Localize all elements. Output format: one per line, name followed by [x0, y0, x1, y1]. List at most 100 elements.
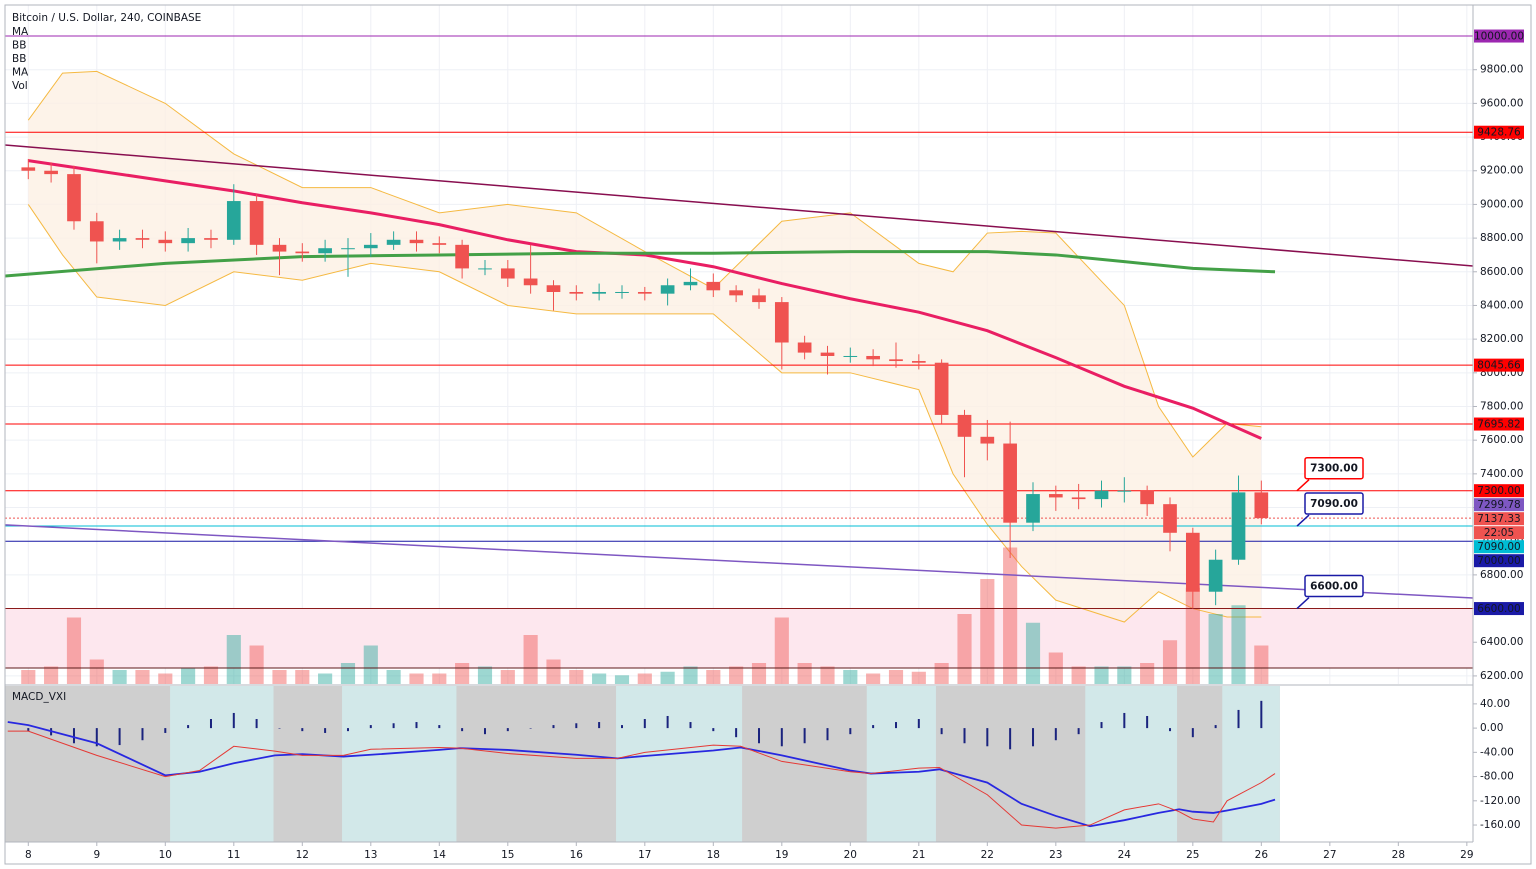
x-tick-label: 13 — [364, 849, 377, 861]
macd-plot — [5, 686, 1280, 842]
price-tag-label: 7090.00 — [1477, 541, 1520, 553]
x-tick-label: 29 — [1460, 849, 1473, 861]
macd-histogram-bar — [164, 728, 167, 733]
macd-histogram-bar — [872, 725, 875, 729]
macd-histogram-bar — [575, 723, 578, 729]
y-tick-label: 40.00 — [1480, 698, 1510, 710]
volume-bar — [980, 579, 995, 684]
candle-body — [67, 174, 81, 222]
volume-bar — [683, 666, 698, 684]
price-tag-label: 10000.00 — [1474, 31, 1524, 43]
candle-body — [89, 221, 104, 242]
macd-histogram-bar — [1260, 700, 1263, 729]
macd-histogram-bar — [1077, 728, 1080, 735]
macd-histogram-bar — [27, 728, 30, 732]
x-tick-label: 8 — [25, 849, 32, 861]
candle-body — [980, 436, 995, 444]
candle-body — [1071, 497, 1086, 500]
volume-bar — [637, 673, 652, 684]
x-tick-label: 28 — [1392, 849, 1405, 861]
y-tick-label: 7800.00 — [1480, 400, 1523, 412]
candle-body — [341, 248, 355, 250]
price-tag-label: 8045.66 — [1477, 360, 1521, 372]
volume-bar — [500, 670, 515, 684]
macd-region — [1085, 686, 1178, 842]
volume-bar — [934, 663, 949, 684]
countdown-tag — [1474, 526, 1524, 540]
candle-body — [911, 361, 926, 363]
macd-histogram-bar — [529, 728, 532, 729]
volume-bar — [866, 673, 881, 684]
y-tick-label: 9800.00 — [1480, 64, 1523, 76]
x-tick-label: 15 — [501, 849, 514, 861]
candle-body — [478, 268, 492, 270]
macd-histogram-bar — [643, 719, 646, 729]
volume-bar — [432, 673, 447, 684]
macd-histogram-bar — [940, 728, 943, 735]
volume-bar — [774, 617, 789, 684]
volume-bar — [1003, 547, 1018, 684]
x-tick-label: 24 — [1118, 849, 1132, 861]
candle-body — [866, 355, 880, 360]
x-tick-label: 27 — [1323, 849, 1336, 861]
y-tick-label: 7400.00 — [1480, 468, 1523, 480]
volume-bar — [546, 659, 561, 684]
price-tag-label: 9428.76 — [1477, 127, 1521, 139]
x-tick-label: 16 — [570, 849, 584, 861]
macd-histogram-bar — [895, 722, 898, 729]
candle-body — [318, 248, 332, 254]
x-tick-label: 17 — [638, 849, 651, 861]
x-tick-label: 23 — [1049, 849, 1062, 861]
volume-bar — [340, 663, 356, 684]
candle-body — [21, 167, 36, 171]
volume-bar — [706, 670, 721, 684]
volume-bar — [112, 670, 127, 684]
y-tick-label: 9000.00 — [1480, 198, 1523, 210]
macd-histogram-bar — [278, 728, 281, 729]
macd-histogram-bar — [506, 728, 509, 732]
price-tag — [1474, 498, 1524, 512]
candle-body — [1254, 492, 1269, 519]
macd-histogram-bar — [712, 728, 715, 732]
volume-bar — [1185, 587, 1200, 684]
macd-histogram-bar — [461, 728, 464, 732]
candle-body — [820, 352, 835, 356]
y-tick-label: 6200.00 — [1480, 670, 1523, 682]
volume-bar — [1231, 605, 1246, 684]
volume-bar — [660, 671, 675, 684]
volume-bar — [1071, 666, 1086, 684]
price-tag — [1474, 540, 1524, 554]
volume-bar — [957, 614, 972, 684]
candle-body — [1163, 504, 1177, 533]
macd-histogram-bar — [1214, 725, 1217, 729]
callout-box — [1304, 574, 1364, 598]
volume-bar — [181, 668, 196, 684]
trendline — [5, 144, 1473, 267]
volume-bar — [1162, 640, 1178, 684]
price-tag-label: 7300.00 — [1477, 485, 1520, 497]
callout-label: 7300.00 — [1310, 463, 1358, 475]
price-tag-label: 7000.00 — [1477, 555, 1520, 567]
y-tick-label: 9200.00 — [1480, 165, 1523, 177]
macd-histogram-bar — [917, 719, 920, 729]
candle-body — [135, 238, 150, 240]
y-tick-label: -120.00 — [1480, 795, 1521, 807]
x-tick-label: 22 — [981, 849, 994, 861]
volume-bar — [44, 666, 59, 684]
price-tag-label: 6600.00 — [1477, 603, 1520, 615]
volume-bar — [1025, 622, 1041, 684]
candle-body — [774, 302, 789, 343]
volume-bar — [843, 670, 858, 684]
candle-body — [729, 290, 743, 296]
candle-body — [1003, 443, 1017, 523]
x-tick-label: 26 — [1255, 849, 1269, 861]
macd-region — [866, 686, 936, 842]
x-tick-label: 12 — [296, 849, 309, 861]
indicator-label: MA — [12, 67, 29, 79]
volume-bar — [1254, 645, 1269, 684]
candle-body — [181, 238, 195, 244]
macd-histogram-bar — [963, 728, 966, 744]
macd-title: MACD_VXI — [12, 691, 66, 703]
